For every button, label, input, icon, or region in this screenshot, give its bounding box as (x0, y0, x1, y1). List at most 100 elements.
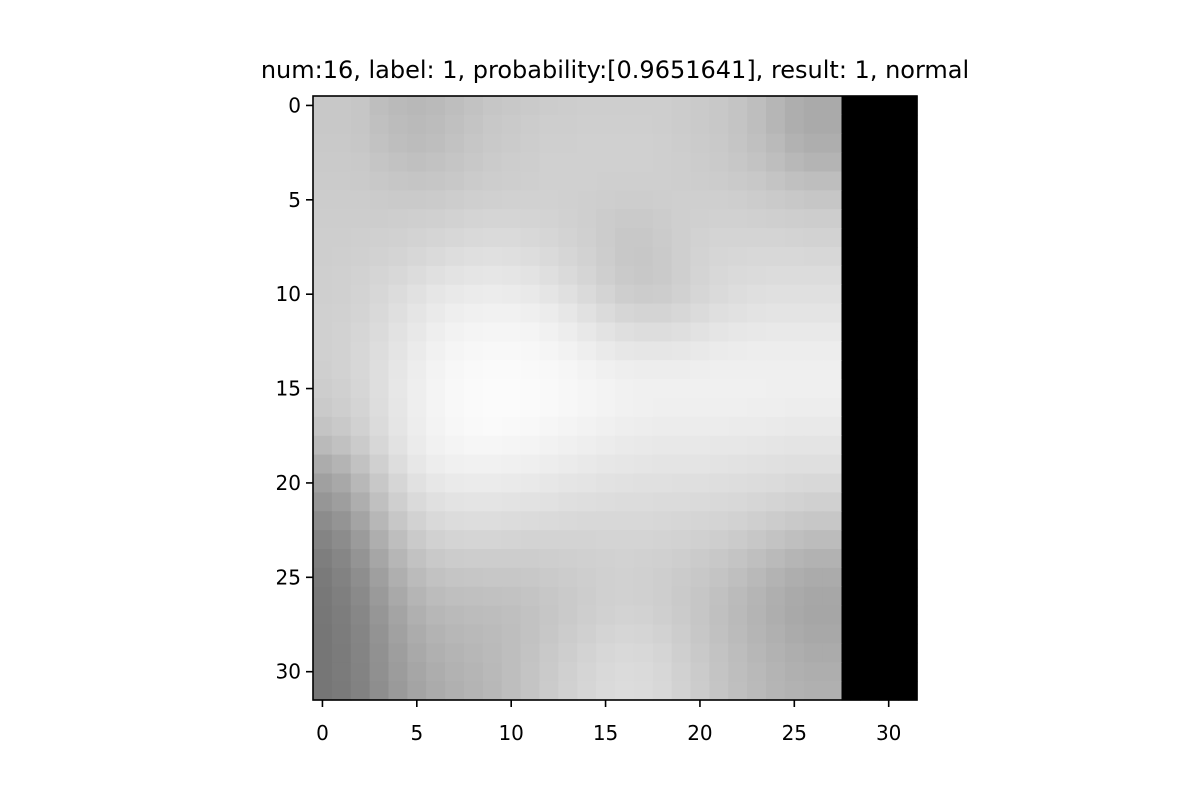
heatmap-cell-r4-c11 (520, 171, 541, 191)
heatmap-cell-r17-c13 (558, 416, 578, 437)
heatmap-cell-r12-c2 (350, 322, 371, 342)
heatmap-cells (313, 96, 918, 701)
heatmap-cell-r16-c31 (898, 398, 918, 418)
heatmap-cell-r11-c13 (558, 303, 578, 324)
heatmap-cell-r13-c8 (464, 341, 484, 361)
heatmap-cell-r31-c21 (709, 681, 729, 701)
heatmap-cell-r4-c23 (747, 171, 767, 191)
heatmap-cell-r6-c8 (464, 209, 484, 229)
heatmap-cell-r3-c0 (313, 152, 333, 173)
heatmap-cell-r19-c18 (652, 454, 673, 475)
heatmap-cell-r15-c8 (464, 379, 484, 399)
heatmap-cell-r20-c24 (766, 473, 786, 493)
heatmap-cell-r28-c8 (464, 624, 484, 644)
heatmap-cell-r12-c27 (822, 322, 843, 342)
x-tick-label-25: 25 (782, 721, 807, 745)
heatmap-cell-r18-c5 (407, 435, 427, 456)
heatmap-cell-r10-c26 (803, 284, 824, 305)
heatmap-cell-r2-c18 (652, 133, 673, 154)
heatmap-cell-r10-c15 (596, 284, 616, 305)
heatmap-cell-r16-c2 (350, 398, 371, 418)
heatmap-cell-r26-c4 (388, 586, 408, 607)
heatmap-cell-r26-c17 (633, 586, 654, 607)
heatmap-cell-r27-c16 (615, 605, 635, 626)
heatmap-cell-r6-c19 (671, 209, 692, 229)
heatmap-cell-r11-c4 (388, 303, 408, 324)
heatmap-cell-r13-c19 (671, 341, 692, 361)
heatmap-cell-r24-c28 (841, 549, 861, 569)
heatmap-cell-r7-c16 (615, 228, 635, 248)
heatmap-cell-r28-c6 (426, 624, 446, 644)
heatmap-cell-r4-c6 (426, 171, 446, 191)
heatmap-cell-r18-c25 (784, 435, 805, 456)
heatmap-cell-r30-c7 (445, 662, 465, 682)
heatmap-cell-r8-c0 (313, 247, 333, 267)
heatmap-cell-r21-c8 (464, 492, 484, 512)
heatmap-cell-r7-c22 (728, 228, 748, 248)
heatmap-cell-r11-c23 (747, 303, 767, 324)
heatmap-cell-r6-c2 (350, 209, 371, 229)
heatmap-cell-r16-c14 (577, 398, 597, 418)
heatmap-cell-r23-c28 (841, 530, 861, 550)
x-tick-label-10: 10 (498, 721, 523, 745)
heatmap-cell-r10-c20 (690, 284, 710, 305)
heatmap-cell-r28-c16 (615, 624, 635, 644)
heatmap-cell-r4-c2 (350, 171, 371, 191)
heatmap-cell-r8-c17 (633, 247, 654, 267)
heatmap-cell-r11-c24 (766, 303, 786, 324)
heatmap-cell-r1-c14 (577, 114, 597, 135)
heatmap-cell-r28-c1 (331, 624, 352, 644)
heatmap-cell-r27-c26 (803, 605, 824, 626)
heatmap-cell-r9-c13 (558, 265, 578, 286)
heatmap-cell-r1-c26 (803, 114, 824, 135)
heatmap-cell-r29-c28 (841, 643, 861, 663)
heatmap-cell-r30-c0 (313, 662, 333, 682)
heatmap-cell-r2-c26 (803, 133, 824, 154)
heatmap-cell-r8-c16 (615, 247, 635, 267)
heatmap-cell-r18-c31 (898, 435, 918, 456)
heatmap-cell-r26-c23 (747, 586, 767, 607)
heatmap-cell-r17-c5 (407, 416, 427, 437)
heatmap-cell-r4-c13 (558, 171, 578, 191)
heatmap-cell-r25-c31 (898, 567, 918, 588)
heatmap-cell-r2-c15 (596, 133, 616, 154)
heatmap-cell-r9-c18 (652, 265, 673, 286)
heatmap-cell-r11-c10 (501, 303, 522, 324)
heatmap-cell-r17-c7 (445, 416, 465, 437)
heatmap-cell-r4-c0 (313, 171, 333, 191)
heatmap-cell-r20-c17 (633, 473, 654, 493)
heatmap-cell-r26-c31 (898, 586, 918, 607)
heatmap-cell-r20-c4 (388, 473, 408, 493)
heatmap-cell-r11-c27 (822, 303, 843, 324)
heatmap-cell-r31-c29 (860, 681, 880, 701)
heatmap-cell-r23-c11 (520, 530, 541, 550)
heatmap-cell-r27-c14 (577, 605, 597, 626)
heatmap-cell-r2-c31 (898, 133, 918, 154)
heatmap-cell-r24-c27 (822, 549, 843, 569)
heatmap-cell-r22-c19 (671, 511, 692, 531)
heatmap-cell-r12-c3 (369, 322, 390, 342)
heatmap-cell-r30-c5 (407, 662, 427, 682)
x-tick-label-15: 15 (593, 721, 618, 745)
heatmap-cell-r15-c14 (577, 379, 597, 399)
heatmap-cell-r5-c22 (728, 190, 748, 210)
heatmap-cell-r2-c2 (350, 133, 371, 154)
heatmap-cell-r19-c4 (388, 454, 408, 475)
heatmap-cell-r15-c21 (709, 379, 729, 399)
heatmap-cell-r18-c22 (728, 435, 748, 456)
heatmap-cell-r0-c23 (747, 96, 767, 116)
heatmap-cell-r18-c16 (615, 435, 635, 456)
heatmap-cell-r12-c14 (577, 322, 597, 342)
heatmap-cell-r9-c15 (596, 265, 616, 286)
heatmap-cell-r2-c21 (709, 133, 729, 154)
heatmap-cell-r15-c10 (501, 379, 522, 399)
heatmap-cell-r6-c21 (709, 209, 729, 229)
heatmap-cell-r27-c3 (369, 605, 390, 626)
heatmap-cell-r8-c13 (558, 247, 578, 267)
heatmap-cell-r18-c2 (350, 435, 371, 456)
heatmap-cell-r21-c20 (690, 492, 710, 512)
heatmap-cell-r26-c26 (803, 586, 824, 607)
heatmap-cell-r8-c6 (426, 247, 446, 267)
heatmap-cell-r28-c22 (728, 624, 748, 644)
heatmap-cell-r25-c29 (860, 567, 880, 588)
